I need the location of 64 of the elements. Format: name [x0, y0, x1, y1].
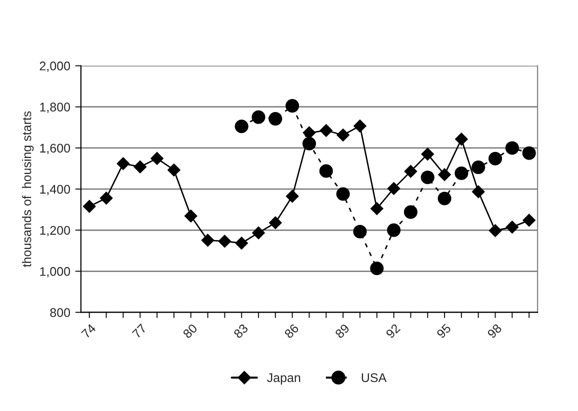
- point: [404, 164, 418, 178]
- point: [404, 205, 418, 219]
- x-tick-label: 95: [436, 323, 452, 339]
- y-tick-label: 1,200: [40, 226, 70, 236]
- x-tick-label: 89: [334, 323, 350, 339]
- y-axis-title: thousands of housing starts: [22, 111, 34, 268]
- point: [370, 202, 384, 215]
- point: [201, 234, 214, 247]
- point: [472, 160, 486, 174]
- point: [320, 124, 333, 137]
- point: [168, 164, 180, 176]
- point: [100, 192, 113, 205]
- y-tick-label: 1,400: [40, 184, 70, 196]
- point: [488, 224, 502, 237]
- point: [302, 136, 316, 150]
- y-tick-label: 800: [50, 308, 70, 318]
- x-tick-label: 83: [233, 323, 248, 339]
- point: [421, 148, 434, 161]
- legend-label: USA: [362, 373, 387, 382]
- point: [336, 128, 350, 142]
- point: [336, 187, 350, 201]
- x-tick-label: 92: [385, 323, 401, 339]
- point: [268, 112, 282, 126]
- point: [488, 152, 502, 166]
- point: [438, 192, 452, 206]
- point: [438, 168, 451, 182]
- point: [150, 152, 164, 165]
- y-tick-label: 1,800: [40, 102, 70, 113]
- point: [252, 226, 265, 240]
- point: [252, 110, 266, 124]
- legend-label: Japan: [267, 373, 300, 385]
- point: [82, 200, 96, 213]
- point: [387, 223, 401, 237]
- point: [370, 262, 384, 276]
- point: [268, 216, 282, 230]
- point: [522, 214, 536, 227]
- y-tick-label: 1,000: [40, 267, 70, 278]
- point: [472, 185, 485, 198]
- point: [354, 120, 366, 132]
- point: [522, 146, 536, 160]
- point: [286, 99, 300, 113]
- x-tick-label: 77: [132, 324, 147, 339]
- point: [302, 126, 316, 140]
- point: [455, 132, 468, 146]
- point: [353, 224, 367, 238]
- point: [387, 182, 400, 195]
- x-tick-label: 74: [81, 323, 96, 339]
- point: [116, 157, 130, 170]
- x-tick-label: 86: [284, 323, 300, 339]
- point: [184, 210, 198, 222]
- y-tick-label: 1,600: [40, 144, 70, 154]
- point: [319, 164, 333, 178]
- point: [235, 236, 248, 250]
- x-tick-label: 80: [182, 323, 198, 339]
- point: [506, 220, 519, 234]
- point: [286, 190, 299, 203]
- y-tick-label: 2,000: [40, 62, 70, 72]
- point: [420, 170, 434, 184]
- point: [134, 160, 147, 174]
- x-tick-label: 98: [486, 323, 502, 339]
- point: [234, 120, 248, 134]
- point: [454, 166, 468, 180]
- point: [505, 141, 519, 155]
- point: [218, 234, 232, 248]
